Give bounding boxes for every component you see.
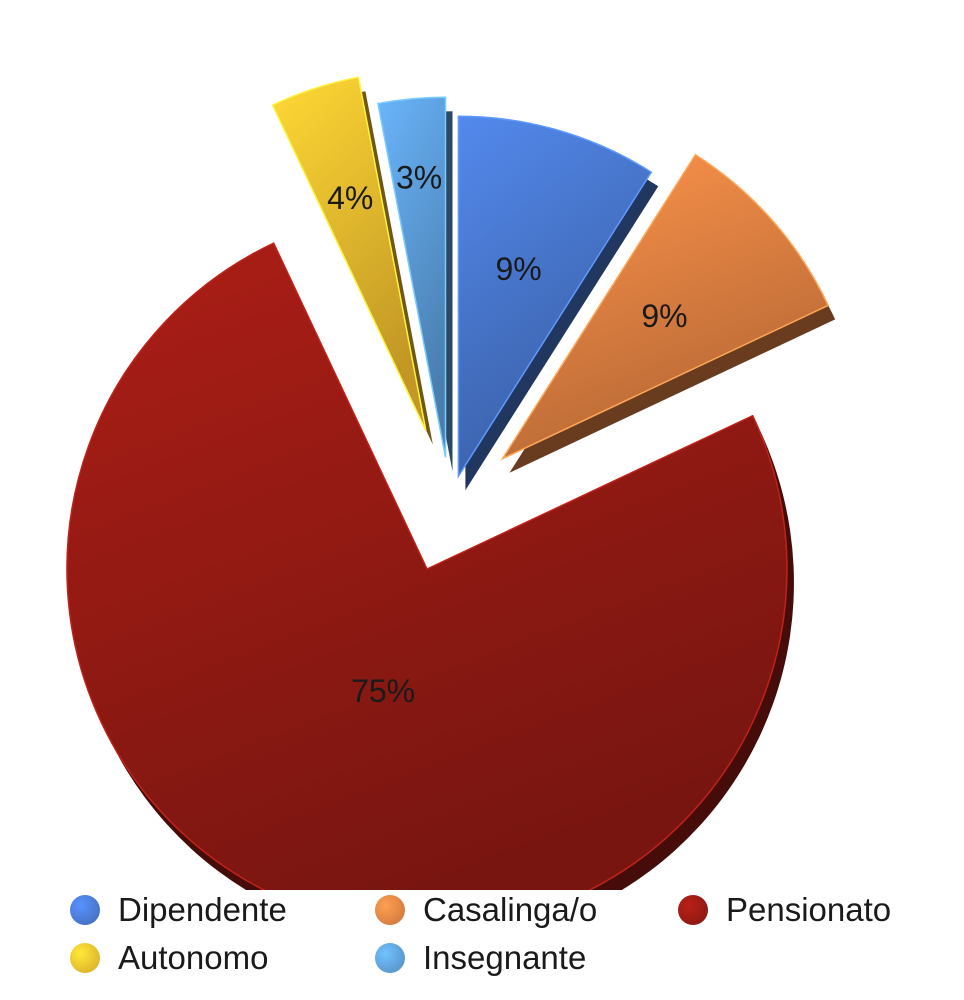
legend: Dipendente Casalinga/o Pensionato Autono… bbox=[0, 890, 964, 990]
pie-labels: 9% 9% 75% 4% 3% bbox=[327, 160, 688, 709]
pie-label-dipendente: 9% bbox=[495, 251, 541, 287]
legend-label-dipendente: Dipendente bbox=[118, 891, 287, 928]
pie-slice-dipendente bbox=[457, 115, 653, 479]
pie-slices bbox=[66, 76, 836, 890]
pie-slice-insegnante bbox=[377, 96, 447, 458]
pie-label-insegnante: 3% bbox=[396, 160, 442, 196]
pie-label-autonomo: 4% bbox=[327, 180, 373, 216]
legend-label-insegnante: Insegnante bbox=[423, 939, 587, 976]
legend-item-dipendente: Dipendente bbox=[70, 890, 287, 930]
pie-slice-casalinga-o bbox=[500, 153, 830, 461]
pie-label-casalinga-o: 9% bbox=[641, 298, 687, 334]
legend-swatch-pensionato bbox=[678, 895, 708, 925]
legend-label-casalinga: Casalinga/o bbox=[423, 891, 598, 928]
pie-chart: 9% 9% 75% 4% 3% bbox=[66, 76, 836, 890]
legend-item-casalinga: Casalinga/o bbox=[375, 890, 597, 930]
pie-label-pensionato: 75% bbox=[351, 673, 415, 709]
legend-swatch-dipendente bbox=[70, 895, 100, 925]
legend-item-insegnante: Insegnante bbox=[375, 938, 586, 978]
pie-slice-pensionato bbox=[66, 242, 788, 890]
legend-label-pensionato: Pensionato bbox=[726, 891, 892, 928]
legend-swatch-casalinga bbox=[375, 895, 405, 925]
legend-item-pensionato: Pensionato bbox=[678, 890, 891, 930]
legend-swatch-insegnante bbox=[375, 943, 405, 973]
legend-swatch-autonomo bbox=[70, 943, 100, 973]
legend-item-autonomo: Autonomo bbox=[70, 938, 268, 978]
pie-slice-autonomo bbox=[271, 76, 427, 432]
legend-label-autonomo: Autonomo bbox=[118, 939, 269, 976]
